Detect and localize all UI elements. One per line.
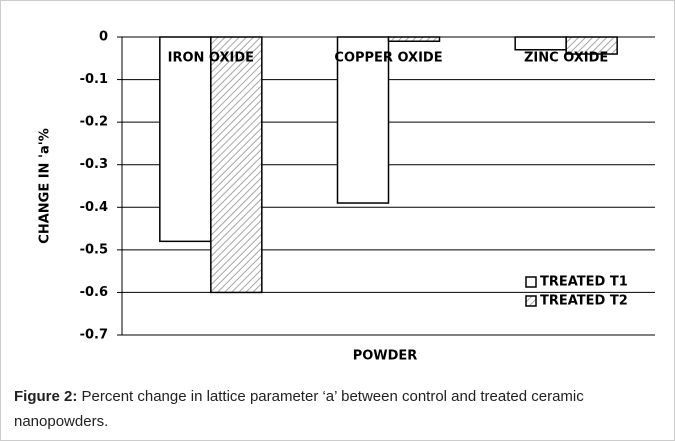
- bar: [565, 36, 618, 55]
- bar: [387, 36, 441, 43]
- caption: Figure 2: Percent change in lattice para…: [14, 384, 664, 434]
- legend-label: TREATED T1: [540, 275, 628, 290]
- legend-swatch: [525, 295, 537, 307]
- x-tick-label: COPPER OXIDE: [334, 51, 442, 66]
- y-tick-label: -0.3: [80, 157, 108, 172]
- y-axis-label: CHANGE IN 'a'%: [38, 128, 53, 243]
- y-tick-label: -0.5: [80, 242, 108, 257]
- y-tick-label: -0.1: [80, 72, 108, 87]
- y-tick-label: -0.7: [80, 328, 108, 343]
- bar: [159, 36, 212, 243]
- bar: [210, 36, 263, 294]
- legend-label: TREATED T2: [540, 294, 628, 309]
- y-tick-label: -0.2: [80, 115, 108, 130]
- bar: [336, 36, 390, 204]
- legend-swatch: [525, 276, 537, 288]
- x-tick-label: ZINC OXIDE: [524, 51, 608, 66]
- y-tick-label: 0: [99, 30, 108, 45]
- x-tick-label: IRON OXIDE: [168, 51, 254, 66]
- y-tick-label: -0.4: [80, 200, 108, 215]
- x-axis-label: POWDER: [353, 349, 418, 364]
- bar: [514, 36, 567, 51]
- caption-label: Figure 2:: [14, 388, 78, 405]
- caption-text: Percent change in lattice parameter ‘a’ …: [14, 388, 584, 430]
- y-tick-label: -0.6: [80, 285, 108, 300]
